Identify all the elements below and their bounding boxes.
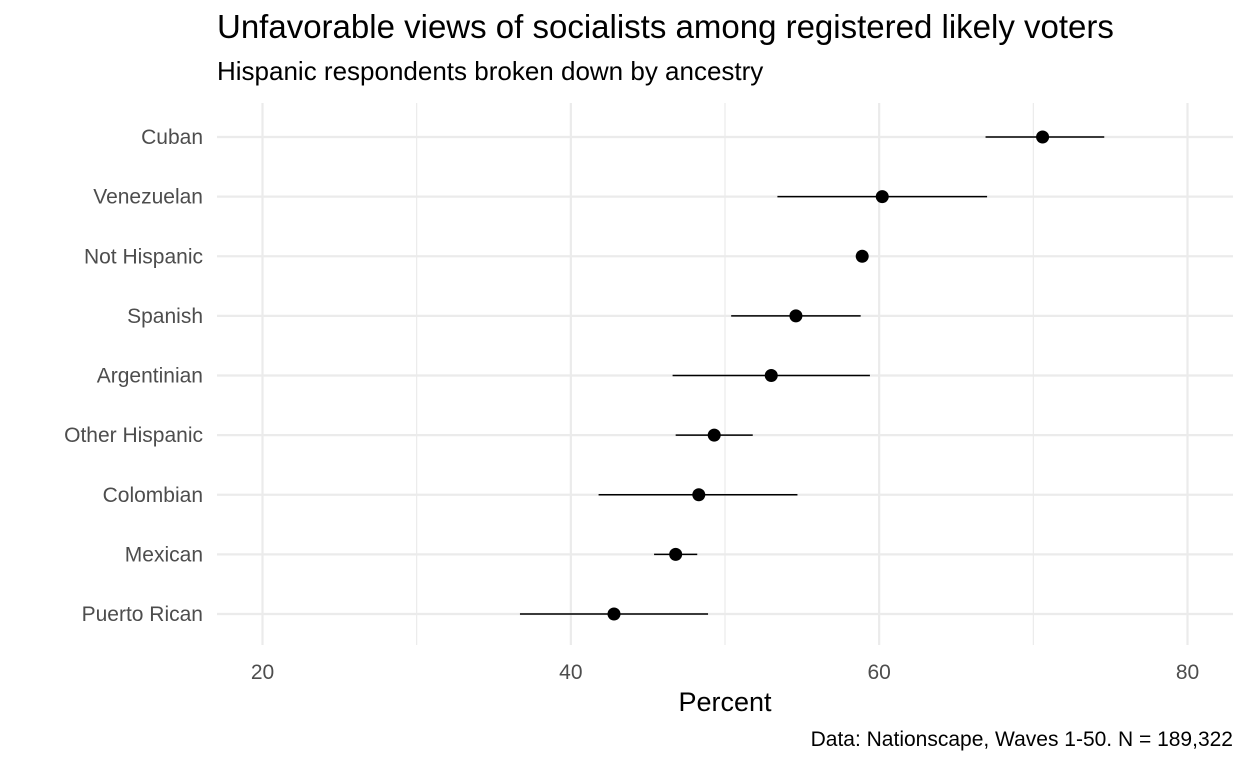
y-tick-label: Colombian: [103, 484, 203, 507]
x-axis-title: Percent: [678, 687, 772, 717]
x-tick-label: 80: [1176, 661, 1199, 684]
chart-subtitle: Hispanic respondents broken down by ance…: [217, 56, 764, 86]
grid-minor: [416, 103, 1034, 645]
data-point: [875, 190, 889, 204]
y-tick-labels: Cuban Venezuelan Not Hispanic Spanish Argent…: [64, 126, 203, 626]
x-tick-label: 20: [251, 661, 274, 684]
x-tick-label: 60: [867, 661, 890, 684]
chart-title: Unfavorable views of socialists among re…: [217, 8, 1114, 45]
y-tick-label: Cuban: [141, 126, 203, 149]
y-tick-label: Not Hispanic: [84, 245, 203, 268]
data-point: [692, 488, 706, 502]
x-tick-labels: 20 40 60 80: [251, 661, 1199, 684]
y-tick-label: Mexican: [125, 543, 203, 566]
data-point: [607, 607, 621, 621]
data-point: [764, 369, 778, 382]
data-point: [789, 309, 803, 323]
data-point: [855, 249, 869, 263]
data-point: [1036, 130, 1050, 144]
points: [607, 130, 1050, 621]
data-point: [707, 428, 721, 442]
y-tick-label: Venezuelan: [93, 186, 203, 209]
data-point: [669, 547, 683, 561]
chart-caption: Data: Nationscape, Waves 1-50. N = 189,3…: [810, 728, 1233, 751]
y-tick-label: Argentinian: [97, 365, 203, 388]
y-tick-label: Puerto Rican: [82, 603, 203, 626]
y-tick-label: Other Hispanic: [64, 424, 203, 447]
x-tick-label: 40: [559, 661, 582, 684]
y-tick-label: Spanish: [127, 305, 203, 328]
